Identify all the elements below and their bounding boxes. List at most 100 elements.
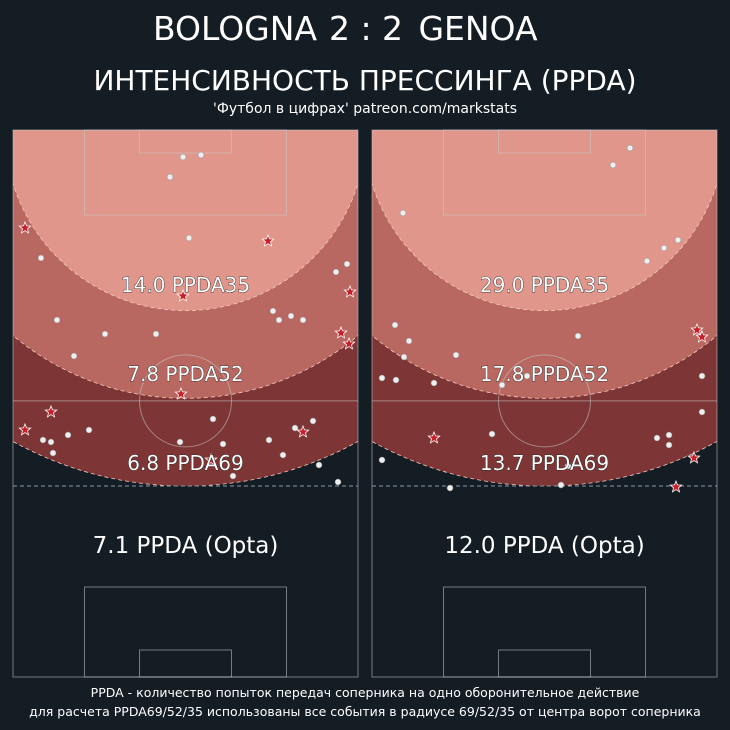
event-dot [197,151,205,159]
zone-label: 14.0 PPDA35 [121,273,250,297]
event-dot [219,440,227,448]
event-dot [39,436,47,444]
event-dot [37,254,45,262]
event-star [690,322,704,336]
zones [13,130,358,487]
centre-circle [139,354,232,448]
event-star [343,284,357,298]
event-dot [315,461,323,469]
event-dot [665,441,673,449]
event-star [427,430,441,444]
event-dot [698,408,706,416]
zone-label: 13.7 PPDA69 [480,451,609,475]
event-dot [392,376,400,384]
event-dot [698,372,706,380]
event-dot [70,352,78,360]
event-dot [557,481,565,489]
event-dot [229,472,237,480]
zone [372,130,717,311]
event-dot [660,244,668,252]
centre-circle [498,354,591,448]
event-dot [53,316,61,324]
event-dot [179,153,187,161]
footer-line: для расчета PPDA69/52/35 использованы вс… [29,704,701,719]
six-yard-box [498,649,591,678]
home-team: BOLOGNA [153,9,317,48]
away-team: GENOA [418,9,538,48]
event-dot [275,316,283,324]
event-star [176,288,190,302]
event-dot [399,209,407,217]
event-dot [391,321,399,329]
event-dot [378,456,386,464]
zone [13,130,358,311]
event-dot [287,312,295,320]
subtitle: ИНТЕНСИВНОСТЬ ПРЕССИНГА (PPDA) [93,64,636,97]
event-dot [152,330,160,338]
event-star [695,329,709,343]
credit: 'Футбол в цифрах' patreon.com/markstats [213,101,517,117]
event-dot [405,337,413,345]
six-yard-box [498,129,591,154]
event-dot [609,161,617,169]
event-dot [498,381,506,389]
opta-label: 7.1 PPDA (Opta) [93,533,279,559]
event-dot [101,330,109,338]
event-dot [665,431,673,439]
event-dot [176,438,184,446]
event-star [204,452,218,466]
event-dot [574,332,582,340]
event-dot [299,316,307,324]
event-dot [49,449,57,457]
event-dot [674,236,682,244]
event-star [296,424,310,438]
zones [372,130,717,487]
event-dot [446,484,454,492]
score: 2 : 2 [329,9,403,48]
zone-label: 6.8 PPDA69 [127,451,243,475]
event-star [687,450,701,464]
pitch-panel: 14.0 PPDA35 7.8 PPDA52 6.8 PPDA69 7.1 PPDA … [12,129,359,678]
event-dot [430,379,438,387]
event-star [18,422,32,436]
event-dot [85,426,93,434]
event-dot [309,417,317,425]
event-dot [185,234,193,242]
event-star [334,325,348,339]
six-yard-box [139,129,232,154]
footer-line: PPDA - количество попыток передач соперн… [91,685,640,700]
six-yard-box [139,649,232,678]
event-star [261,233,275,247]
event-star [18,220,32,234]
event-star [44,404,58,418]
event-dot [643,257,651,265]
event-dot [332,268,340,276]
event-star [342,336,356,350]
event-dot [209,415,217,423]
event-dot [64,431,72,439]
event-dot [291,424,299,432]
event-dot [265,436,273,444]
zone-label: 17.8 PPDA52 [480,362,609,386]
event-dot [564,462,572,470]
event-dot [166,173,174,181]
event-dot [400,353,408,361]
event-dot [626,144,634,152]
event-dot [452,351,460,359]
zone-label: 29.0 PPDA35 [480,273,609,297]
event-dot [653,434,661,442]
event-dot [279,451,287,459]
pitch-panel: 29.0 PPDA35 17.8 PPDA52 13.7 PPDA69 12.0 PP… [371,129,718,678]
event-dot [334,478,342,486]
event-dot [47,438,55,446]
opta-label: 12.0 PPDA (Opta) [444,533,644,559]
event-star [669,479,683,493]
event-dot [378,374,386,382]
event-dot [343,260,351,268]
event-dot [488,430,496,438]
zone-label: 7.8 PPDA52 [127,362,243,386]
event-dot [269,307,277,315]
event-star [174,386,188,400]
event-dot [523,372,531,380]
